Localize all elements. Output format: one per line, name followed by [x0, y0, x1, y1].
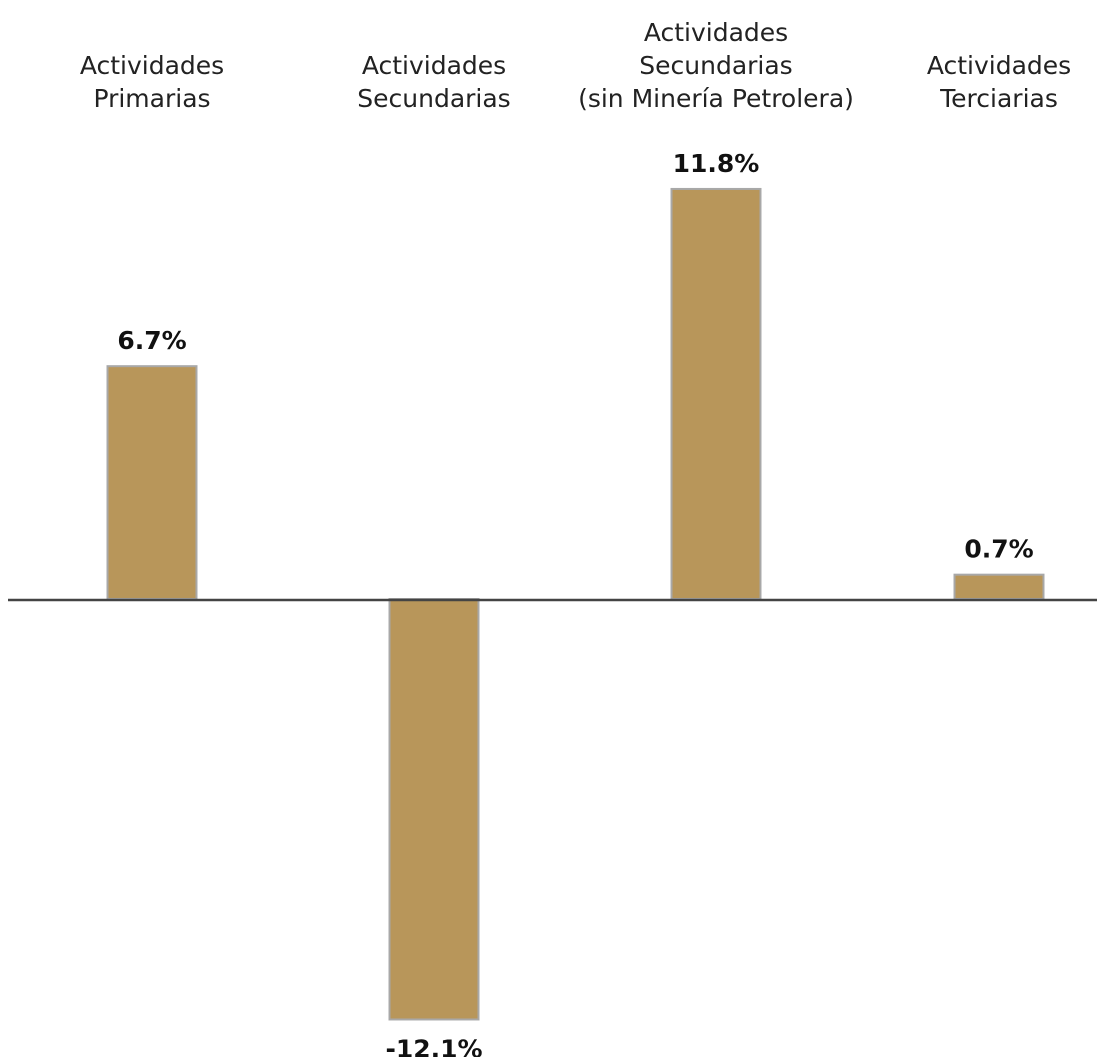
category-labels-group: Actividades Primarias Actividades Secundari… [80, 18, 1071, 113]
category-label-3: Actividades Terciarias [927, 51, 1071, 113]
value-label-3: 0.7% [964, 535, 1033, 564]
category-label-1-line-0: Actividades [362, 51, 506, 80]
category-label-2-line-0: Actividades [644, 18, 788, 47]
category-label-2: Actividades Secundarias (sin Minería Petro… [578, 18, 854, 113]
category-label-1-line-1: Secundarias [357, 84, 510, 113]
category-label-3-line-0: Actividades [927, 51, 1071, 80]
category-label-1: Actividades Secundarias [357, 51, 510, 113]
value-label-2: 11.8% [673, 149, 760, 178]
bar-2 [670, 187, 762, 600]
category-label-2-line-1: Secundarias [639, 51, 792, 80]
bar-3 [953, 573, 1045, 600]
category-label-0-line-1: Primarias [93, 84, 210, 113]
category-label-0-line-0: Actividades [80, 51, 224, 80]
category-label-2-line-2: (sin Minería Petrolera) [578, 84, 854, 113]
category-label-3-line-1: Terciarias [939, 84, 1058, 113]
bar-1 [388, 598, 480, 1021]
value-label-1: -12.1% [385, 1034, 482, 1057]
bar-0 [106, 365, 198, 600]
value-label-0: 6.7% [117, 326, 186, 355]
value-labels-group: 6.7% -12.1% 11.8% 0.7% [117, 149, 1033, 1057]
category-label-0: Actividades Primarias [80, 51, 224, 113]
bars-group [106, 187, 1045, 1021]
